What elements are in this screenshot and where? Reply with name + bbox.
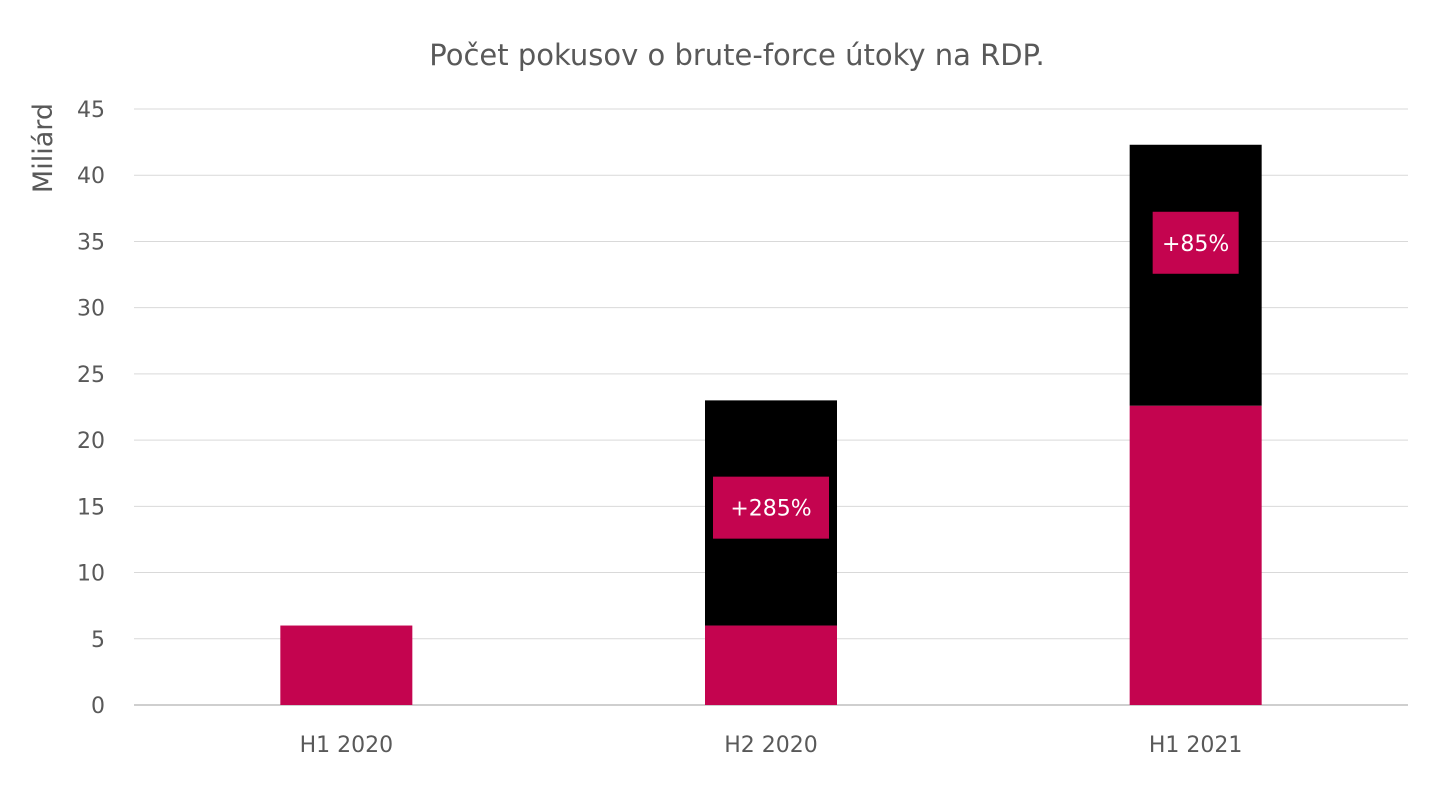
y-tick-label: 40 [77,164,105,189]
y-tick-label: 15 [77,495,105,520]
x-category-label: H2 2020 [724,733,818,758]
annotation-box [713,476,829,539]
y-tick-label: 0 [91,694,105,719]
y-tick-label: 20 [77,429,105,454]
bar-segment-base [705,625,837,705]
x-category-label: H1 2021 [1149,733,1243,758]
bar-annotations: +285% +85% [713,211,1239,539]
y-tick-label: 10 [77,562,105,587]
bars [280,144,1262,705]
y-axis-title: Miliárd [28,103,59,193]
y-tick-label: 25 [77,363,105,388]
chart-title: Počet pokusov o brute-force útoky na RDP… [429,38,1045,72]
annotation-label: +85% [1162,232,1229,257]
bar-segment-base [1129,405,1262,705]
x-category-label: H1 2020 [300,733,394,758]
annotation-box [1152,211,1239,274]
y-tick-label: 5 [91,628,105,653]
bar-segment-base [280,625,413,705]
y-tick-labels: 0 5 10 15 20 25 30 35 40 45 [77,98,105,719]
y-tick-label: 35 [77,230,105,255]
bar-segment-increase [1129,144,1262,406]
x-category-labels: H1 2020 H2 2020 H1 2021 [300,733,1243,758]
annotation-label: +285% [730,497,811,522]
y-tick-label: 45 [77,98,105,123]
y-tick-label: 30 [77,297,105,322]
